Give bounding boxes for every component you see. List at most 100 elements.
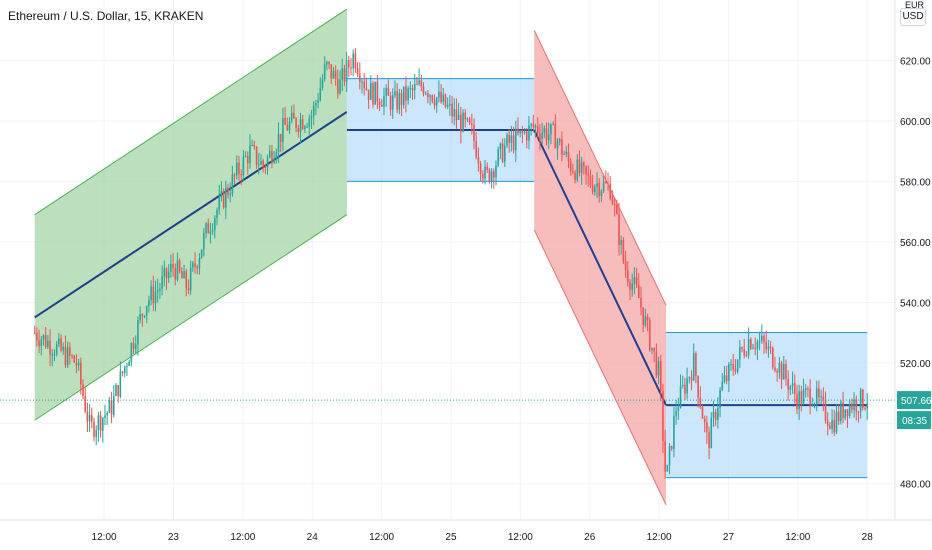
channel-trendline[interactable] [533, 129, 667, 406]
candle [422, 82, 425, 97]
candle [695, 351, 697, 384]
candle-body [609, 183, 612, 199]
candle-body [47, 340, 49, 347]
candle-body [233, 174, 236, 176]
candle [627, 261, 629, 287]
candle [262, 158, 264, 173]
channel-upper-line[interactable] [34, 8, 348, 216]
candle-body [378, 101, 381, 106]
countdown-tag [897, 411, 931, 430]
candle [820, 389, 822, 405]
candle-body [207, 223, 210, 234]
channel-lower-line[interactable] [533, 229, 667, 506]
candle-body [607, 182, 609, 184]
candle-body [466, 118, 469, 120]
candle [176, 252, 179, 282]
candle [64, 335, 67, 368]
candle-body [600, 190, 603, 197]
candle-body [567, 151, 570, 162]
candle [389, 91, 392, 116]
candle [769, 340, 772, 355]
price-tick-label: 540.00 [900, 298, 931, 309]
candle-body [337, 79, 339, 94]
candle [150, 280, 152, 306]
candle-body [257, 164, 260, 166]
candle [525, 128, 528, 149]
candle [855, 395, 858, 421]
candle-body [620, 240, 623, 246]
candle-body [225, 187, 227, 208]
candle-body [49, 340, 51, 355]
candle-body [229, 193, 231, 195]
candle [787, 370, 789, 401]
candle-body [629, 282, 631, 290]
candle [859, 387, 862, 419]
candle-body [128, 361, 130, 367]
candle-body [38, 340, 40, 346]
candle [167, 264, 170, 283]
candle-body [745, 355, 748, 357]
candle [495, 160, 497, 186]
candle [348, 55, 350, 77]
candle-body [585, 166, 587, 174]
candle [686, 367, 688, 400]
candle [670, 445, 673, 452]
candle-body [341, 68, 344, 80]
candle [132, 337, 135, 354]
candle-body [613, 203, 616, 205]
time-tick-label: 27 [723, 532, 735, 543]
candle-body [185, 271, 188, 289]
candle [253, 140, 256, 150]
candle-body [796, 394, 798, 410]
channel-lower-line[interactable] [34, 214, 348, 421]
candle-body [723, 375, 726, 382]
candle [710, 412, 713, 449]
candle [93, 417, 95, 442]
candle [207, 218, 210, 234]
candle [268, 144, 271, 159]
candle-body [295, 118, 297, 129]
candle [528, 116, 530, 150]
currency-button[interactable]: USD [900, 8, 926, 26]
candle [866, 393, 869, 420]
candle-body [554, 123, 557, 149]
candle-body [411, 88, 414, 91]
candle-body [350, 67, 352, 69]
candle [739, 339, 741, 368]
candle [572, 163, 574, 175]
candle [462, 109, 464, 133]
channel-upper-line[interactable] [533, 30, 667, 306]
candle [249, 134, 251, 169]
candle [721, 373, 724, 392]
candle-body [578, 159, 581, 174]
candle-body [446, 105, 449, 107]
price-tick-label: 620.00 [900, 56, 931, 67]
candle-body [556, 141, 559, 149]
candle-body [328, 62, 330, 65]
candle [119, 361, 122, 399]
candle [763, 333, 765, 355]
candle-body [214, 217, 216, 230]
candle-body [332, 70, 335, 79]
candle [815, 380, 818, 412]
candle-body [209, 231, 212, 234]
candle-body [499, 143, 502, 150]
time-tick-label: 12:00 [369, 532, 394, 543]
candle [82, 379, 84, 400]
candle [853, 392, 855, 418]
candle [42, 334, 45, 346]
candle [165, 267, 168, 290]
candle [108, 397, 111, 414]
candle-body [710, 417, 713, 449]
candle-body [108, 400, 111, 413]
candle [574, 170, 576, 184]
candle [211, 223, 214, 235]
candle-body [317, 100, 319, 103]
candle [229, 182, 231, 203]
candle [275, 148, 278, 164]
candle-body [591, 185, 594, 192]
candle [214, 215, 216, 239]
channel-trendline[interactable] [34, 111, 348, 319]
candle-body [521, 130, 524, 133]
